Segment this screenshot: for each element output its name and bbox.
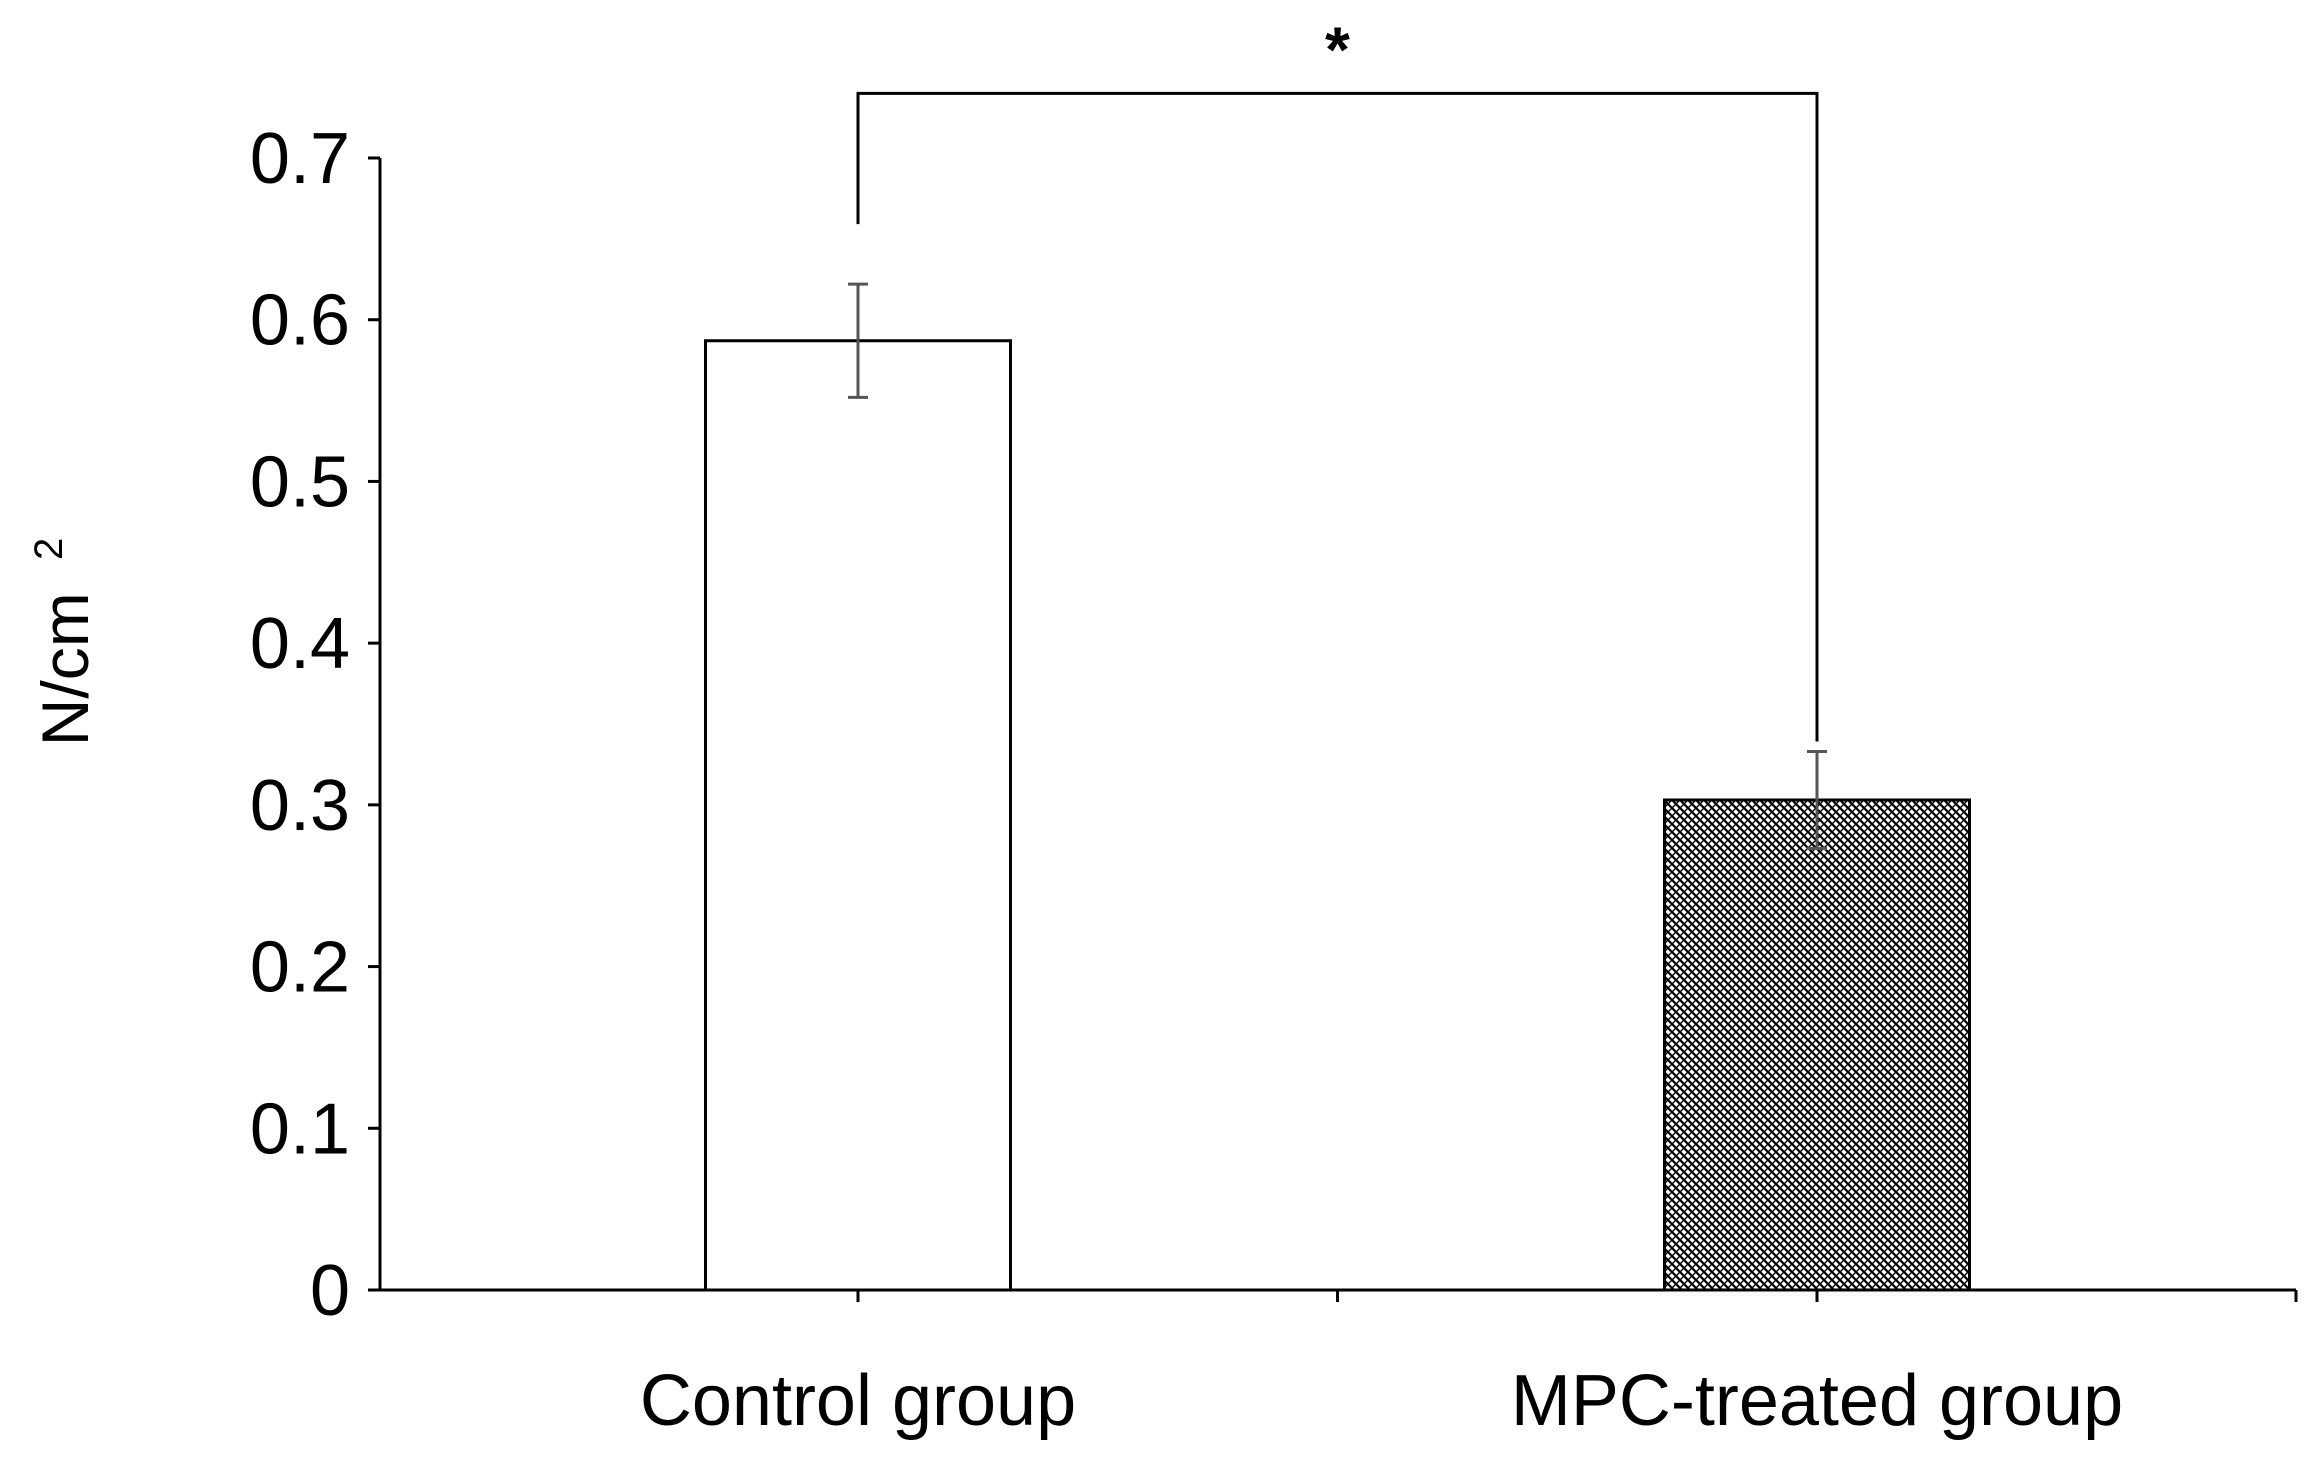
y-axis-label-text: N/cm <box>28 592 102 746</box>
y-tick-label: 0.2 <box>250 928 350 1008</box>
x-category-label: MPC-treated group <box>1511 1361 2123 1441</box>
error-bars <box>848 282 1827 851</box>
y-tick-label: 0 <box>310 1251 350 1331</box>
y-axis-label-superscript: 2 <box>27 538 71 560</box>
y-tick-label: 0.7 <box>250 119 350 199</box>
y-tick-label: 0.6 <box>250 281 350 361</box>
error-bar <box>848 282 868 399</box>
error-bar <box>1807 749 1827 851</box>
significance-bracket: * <box>856 13 1819 742</box>
y-tick-label: 0.3 <box>250 766 350 846</box>
x-axis: Control group MPC-treated group <box>380 1288 2298 1441</box>
y-tick-label: 0.5 <box>250 442 350 522</box>
bar-mpc-treated-group <box>1663 798 1971 1292</box>
bar-control-group <box>704 339 1012 1292</box>
bars <box>704 339 1971 1292</box>
y-axis: 0 0.1 0.2 0.3 0.4 0.5 0.6 0.7 <box>250 119 382 1331</box>
y-tick-label: 0.4 <box>250 604 350 684</box>
x-category-label: Control group <box>640 1361 1076 1441</box>
significance-bracket-line <box>856 91 1819 742</box>
y-tick-label: 0.1 <box>250 1089 350 1169</box>
y-axis-label: N/cm 2 <box>27 538 102 747</box>
significance-star: * <box>1325 13 1350 85</box>
